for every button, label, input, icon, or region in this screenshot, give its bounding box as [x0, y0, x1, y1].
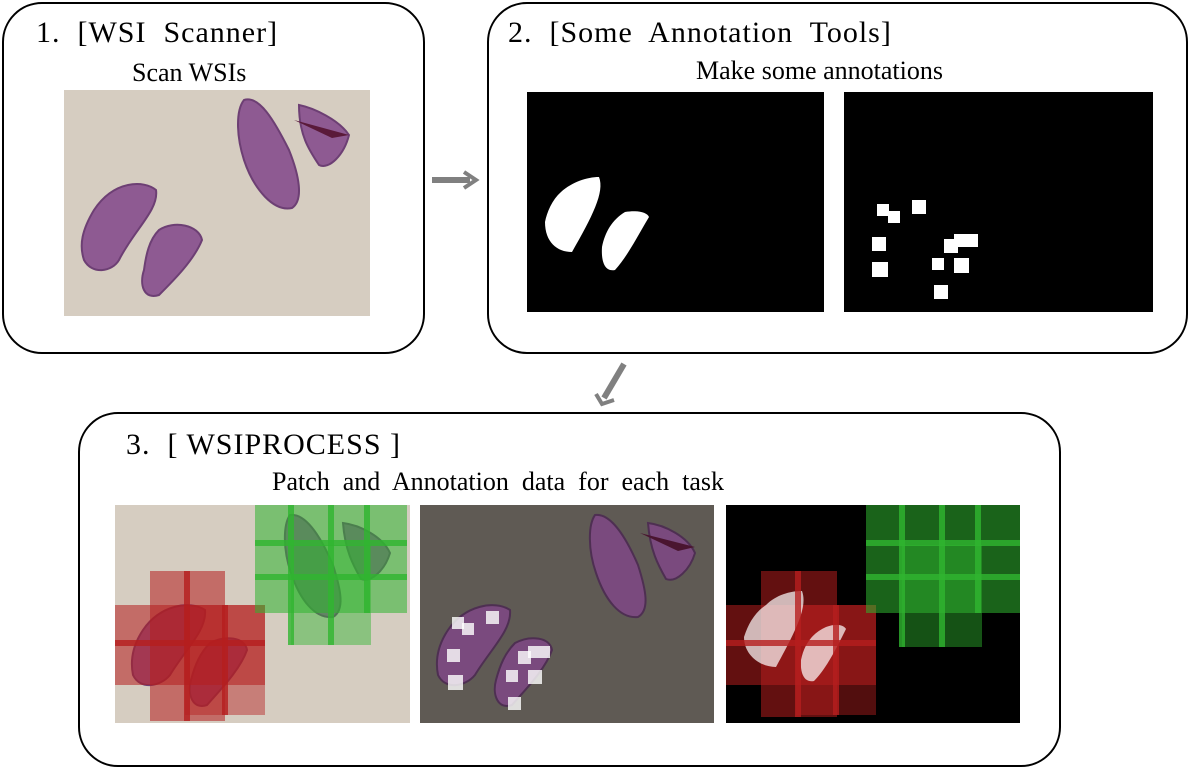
step2-subtitle: Make some annotations — [696, 56, 943, 85]
step2-title: 2. [Some Annotation Tools] — [508, 16, 892, 49]
step1-subtitle: Scan WSIs — [132, 58, 247, 87]
patch-overlay-mask — [726, 505, 1020, 723]
step3-subtitle: Patch and Annotation data for each task — [272, 467, 724, 496]
patch-overlay-slide — [115, 505, 410, 723]
step1-title: 1. [WSI Scanner] — [36, 16, 279, 49]
step3-title: 3. [ WSIPROCESS ] — [126, 428, 401, 461]
arrow-right — [432, 170, 480, 190]
cell-mask — [844, 92, 1153, 312]
tissue-mask — [527, 92, 824, 312]
wsi-thumbnail — [64, 90, 370, 316]
dark-slide-cells — [420, 505, 714, 723]
arrow-down-left — [594, 362, 627, 407]
